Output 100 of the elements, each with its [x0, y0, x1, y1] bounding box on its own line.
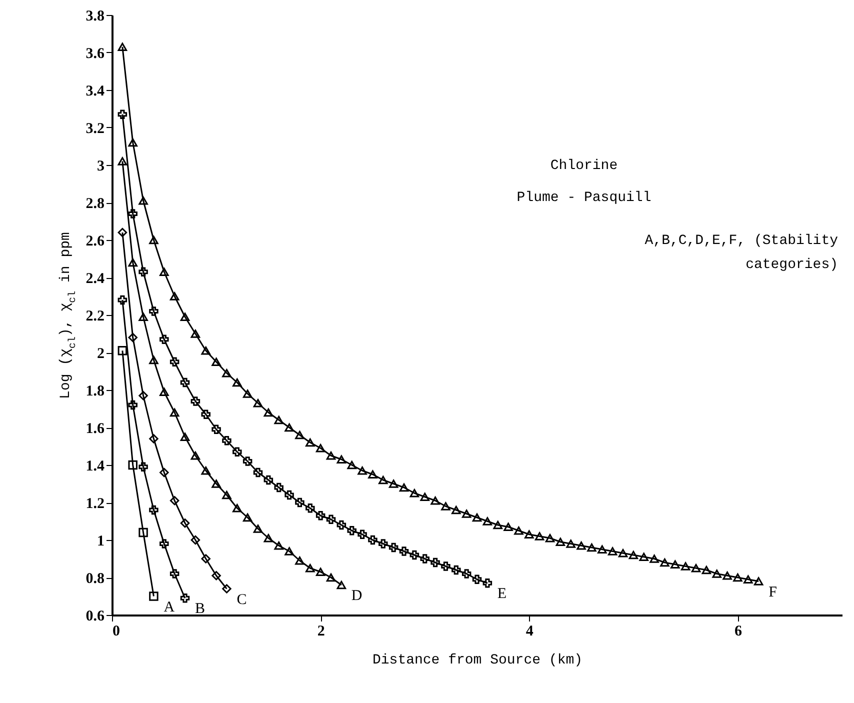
point: [222, 436, 232, 446]
point: [264, 534, 274, 542]
y-tick-label: 1.4: [86, 458, 105, 474]
point: [232, 504, 242, 512]
point: [242, 513, 252, 522]
point: [462, 569, 472, 578]
y-tick-label: 3.4: [86, 84, 105, 100]
point: [368, 535, 378, 545]
annotation: Plume - Pasquill: [516, 190, 652, 206]
series-label: A: [164, 599, 175, 616]
point: [378, 539, 388, 548]
point: [336, 520, 346, 530]
point: [482, 578, 492, 588]
point: [118, 157, 128, 166]
point: [180, 518, 190, 528]
point: [149, 505, 158, 515]
y-tick-label: 2.4: [86, 271, 105, 287]
y-tick-label: 3.8: [86, 8, 104, 24]
point: [358, 530, 367, 539]
point: [284, 490, 294, 500]
y-tick-label: 3: [97, 158, 104, 174]
point: [149, 356, 158, 364]
x-tick-label: 2: [317, 624, 325, 640]
point: [336, 580, 346, 590]
point: [170, 496, 180, 506]
point: [138, 528, 148, 538]
point: [232, 447, 242, 456]
point: [149, 592, 158, 601]
point: [410, 550, 420, 560]
series-label: C: [236, 592, 247, 608]
series-label: E: [497, 586, 507, 602]
y-tick-label: 3.6: [86, 46, 105, 62]
point: [306, 504, 315, 513]
point: [138, 391, 148, 400]
point: [326, 514, 336, 524]
y-tick-label: 1.6: [86, 421, 105, 437]
point: [160, 468, 169, 478]
series-label: D: [351, 588, 362, 604]
point: [128, 258, 138, 267]
point: [316, 511, 326, 520]
point: [180, 378, 190, 388]
y-tick-label: 1.8: [86, 384, 104, 400]
point: [430, 558, 440, 568]
y-tick-label: 2.8: [86, 196, 104, 212]
series-label: F: [768, 584, 777, 600]
point: [190, 452, 200, 460]
point: [441, 562, 450, 571]
point: [118, 295, 128, 305]
point: [201, 466, 210, 475]
point: [180, 594, 190, 603]
point: [160, 334, 169, 344]
point: [222, 584, 232, 594]
point: [118, 110, 128, 119]
y-tick-label: 3.2: [86, 121, 104, 137]
x-tick-label: 4: [526, 624, 534, 640]
point: [190, 396, 200, 406]
point: [316, 568, 326, 576]
point: [190, 535, 200, 545]
point: [452, 565, 461, 575]
point: [347, 526, 356, 536]
point: [201, 554, 210, 564]
point: [212, 424, 221, 434]
y-tick-label: 1.2: [86, 496, 104, 512]
point: [242, 456, 252, 466]
x-tick-label: 6: [734, 624, 742, 640]
point: [388, 542, 398, 552]
point: [118, 346, 128, 356]
y-tick-label: 2: [97, 346, 104, 362]
point: [222, 490, 232, 500]
point: [160, 539, 169, 548]
y-tick-label: 1: [97, 534, 104, 550]
point: [399, 546, 409, 556]
point: [170, 569, 180, 578]
point: [128, 400, 138, 410]
point: [420, 554, 430, 564]
point: [128, 460, 138, 470]
y-tick-label: 2.6: [86, 234, 105, 250]
point: [295, 498, 304, 508]
point: [128, 332, 138, 342]
point: [149, 306, 158, 316]
point: [284, 547, 294, 556]
point: [138, 312, 148, 321]
annotation: Chlorine: [550, 158, 618, 174]
point: [212, 480, 221, 488]
point: [180, 432, 190, 441]
point: [138, 267, 148, 276]
point: [118, 228, 128, 238]
x-tick-label: 0: [112, 624, 120, 640]
point: [274, 482, 284, 492]
y-tick-label: 2.2: [86, 308, 104, 324]
point: [253, 524, 263, 533]
annotation: A,B,C,D,E,F, (Stability categories): [644, 233, 838, 273]
point: [170, 357, 180, 366]
point: [212, 571, 221, 580]
point: [264, 475, 274, 485]
series-label: B: [195, 601, 206, 618]
point: [472, 574, 482, 584]
point: [128, 209, 138, 218]
point: [274, 542, 284, 550]
x-axis-title: Distance from Source (km): [372, 652, 583, 668]
